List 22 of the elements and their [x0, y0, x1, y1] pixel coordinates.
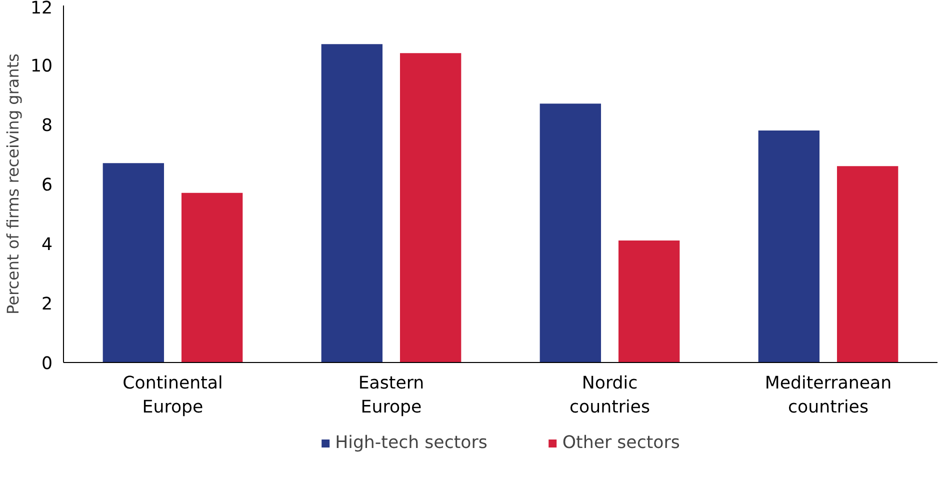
bar	[321, 44, 383, 362]
bar	[836, 166, 898, 362]
y-tick-label: 10	[30, 56, 53, 76]
bar	[102, 163, 164, 362]
bar	[540, 104, 602, 362]
y-tick-label: 2	[41, 294, 53, 314]
legend-label: High-tech sectors	[335, 432, 488, 452]
y-tick-label: 4	[41, 235, 53, 255]
y-tick-label: 8	[41, 116, 53, 136]
y-axis-title: Percent of firms receiving grants	[3, 54, 22, 314]
bar	[400, 53, 462, 362]
y-tick-label: 0	[41, 354, 53, 374]
bar	[618, 240, 680, 362]
x-tick-label: Nordic countries	[569, 374, 650, 418]
bar	[758, 130, 820, 362]
x-tick-label: Mediterranean countries	[764, 374, 892, 418]
x-tick-label: Eastern Europe	[358, 374, 424, 418]
bar	[181, 192, 243, 362]
x-tick-label: Continental Europe	[122, 374, 223, 418]
y-tick-label: 12	[30, 0, 53, 18]
legend-label: Other sectors	[562, 432, 680, 452]
y-tick-label: 6	[41, 176, 53, 196]
